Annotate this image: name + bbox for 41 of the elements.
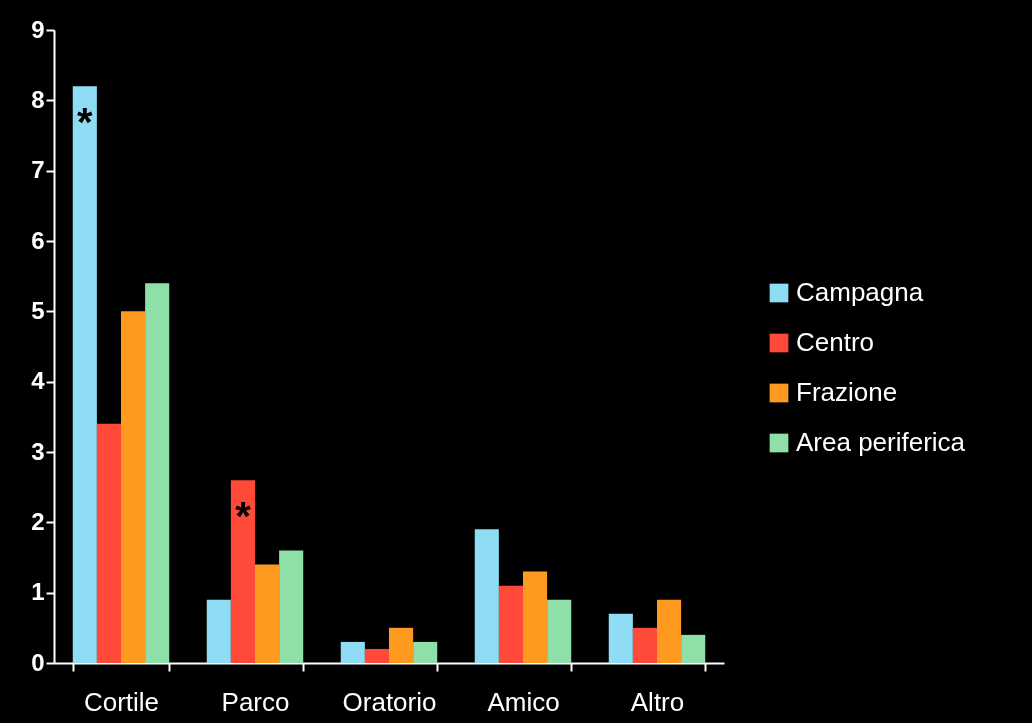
bar	[340, 641, 365, 663]
y-tick-label: 0	[31, 648, 45, 676]
bar	[523, 571, 548, 663]
legend-label: Campagna	[796, 277, 924, 307]
x-tick-label: Cortile	[83, 686, 160, 717]
y-tick-label: 6	[31, 226, 45, 254]
y-tick-label: 1	[31, 578, 45, 606]
bar	[413, 641, 438, 663]
bar	[206, 599, 231, 663]
bar	[681, 634, 706, 663]
bar	[72, 86, 97, 663]
x-tick-label: Altro	[630, 686, 685, 717]
bar	[632, 627, 657, 663]
y-tick-label: 3	[31, 437, 45, 465]
y-tick-label: 8	[31, 85, 45, 113]
y-tick-label: 9	[31, 15, 45, 43]
bar	[230, 480, 255, 663]
bar	[498, 585, 523, 663]
legend-label: Centro	[796, 327, 875, 357]
annotation: *	[77, 100, 94, 145]
bar	[657, 599, 682, 663]
bar	[145, 283, 170, 663]
bar	[474, 529, 499, 663]
bar	[96, 423, 121, 663]
bar	[121, 311, 146, 663]
bar	[364, 648, 389, 663]
y-tick-label: 7	[31, 156, 45, 184]
bar	[255, 564, 280, 663]
bar	[547, 599, 572, 663]
bar	[279, 550, 304, 663]
y-tick-label: 4	[31, 367, 46, 395]
legend-label: Area periferica	[796, 427, 966, 457]
bar	[389, 627, 414, 663]
legend-label: Frazione	[796, 377, 898, 407]
bar	[608, 613, 633, 663]
y-tick-label: 2	[31, 507, 45, 535]
annotation: *	[235, 494, 252, 539]
x-tick-label: Amico	[487, 686, 560, 717]
y-tick-label: 5	[31, 296, 45, 324]
x-tick-label: Oratorio	[342, 686, 437, 717]
x-tick-label: Parco	[221, 686, 290, 717]
